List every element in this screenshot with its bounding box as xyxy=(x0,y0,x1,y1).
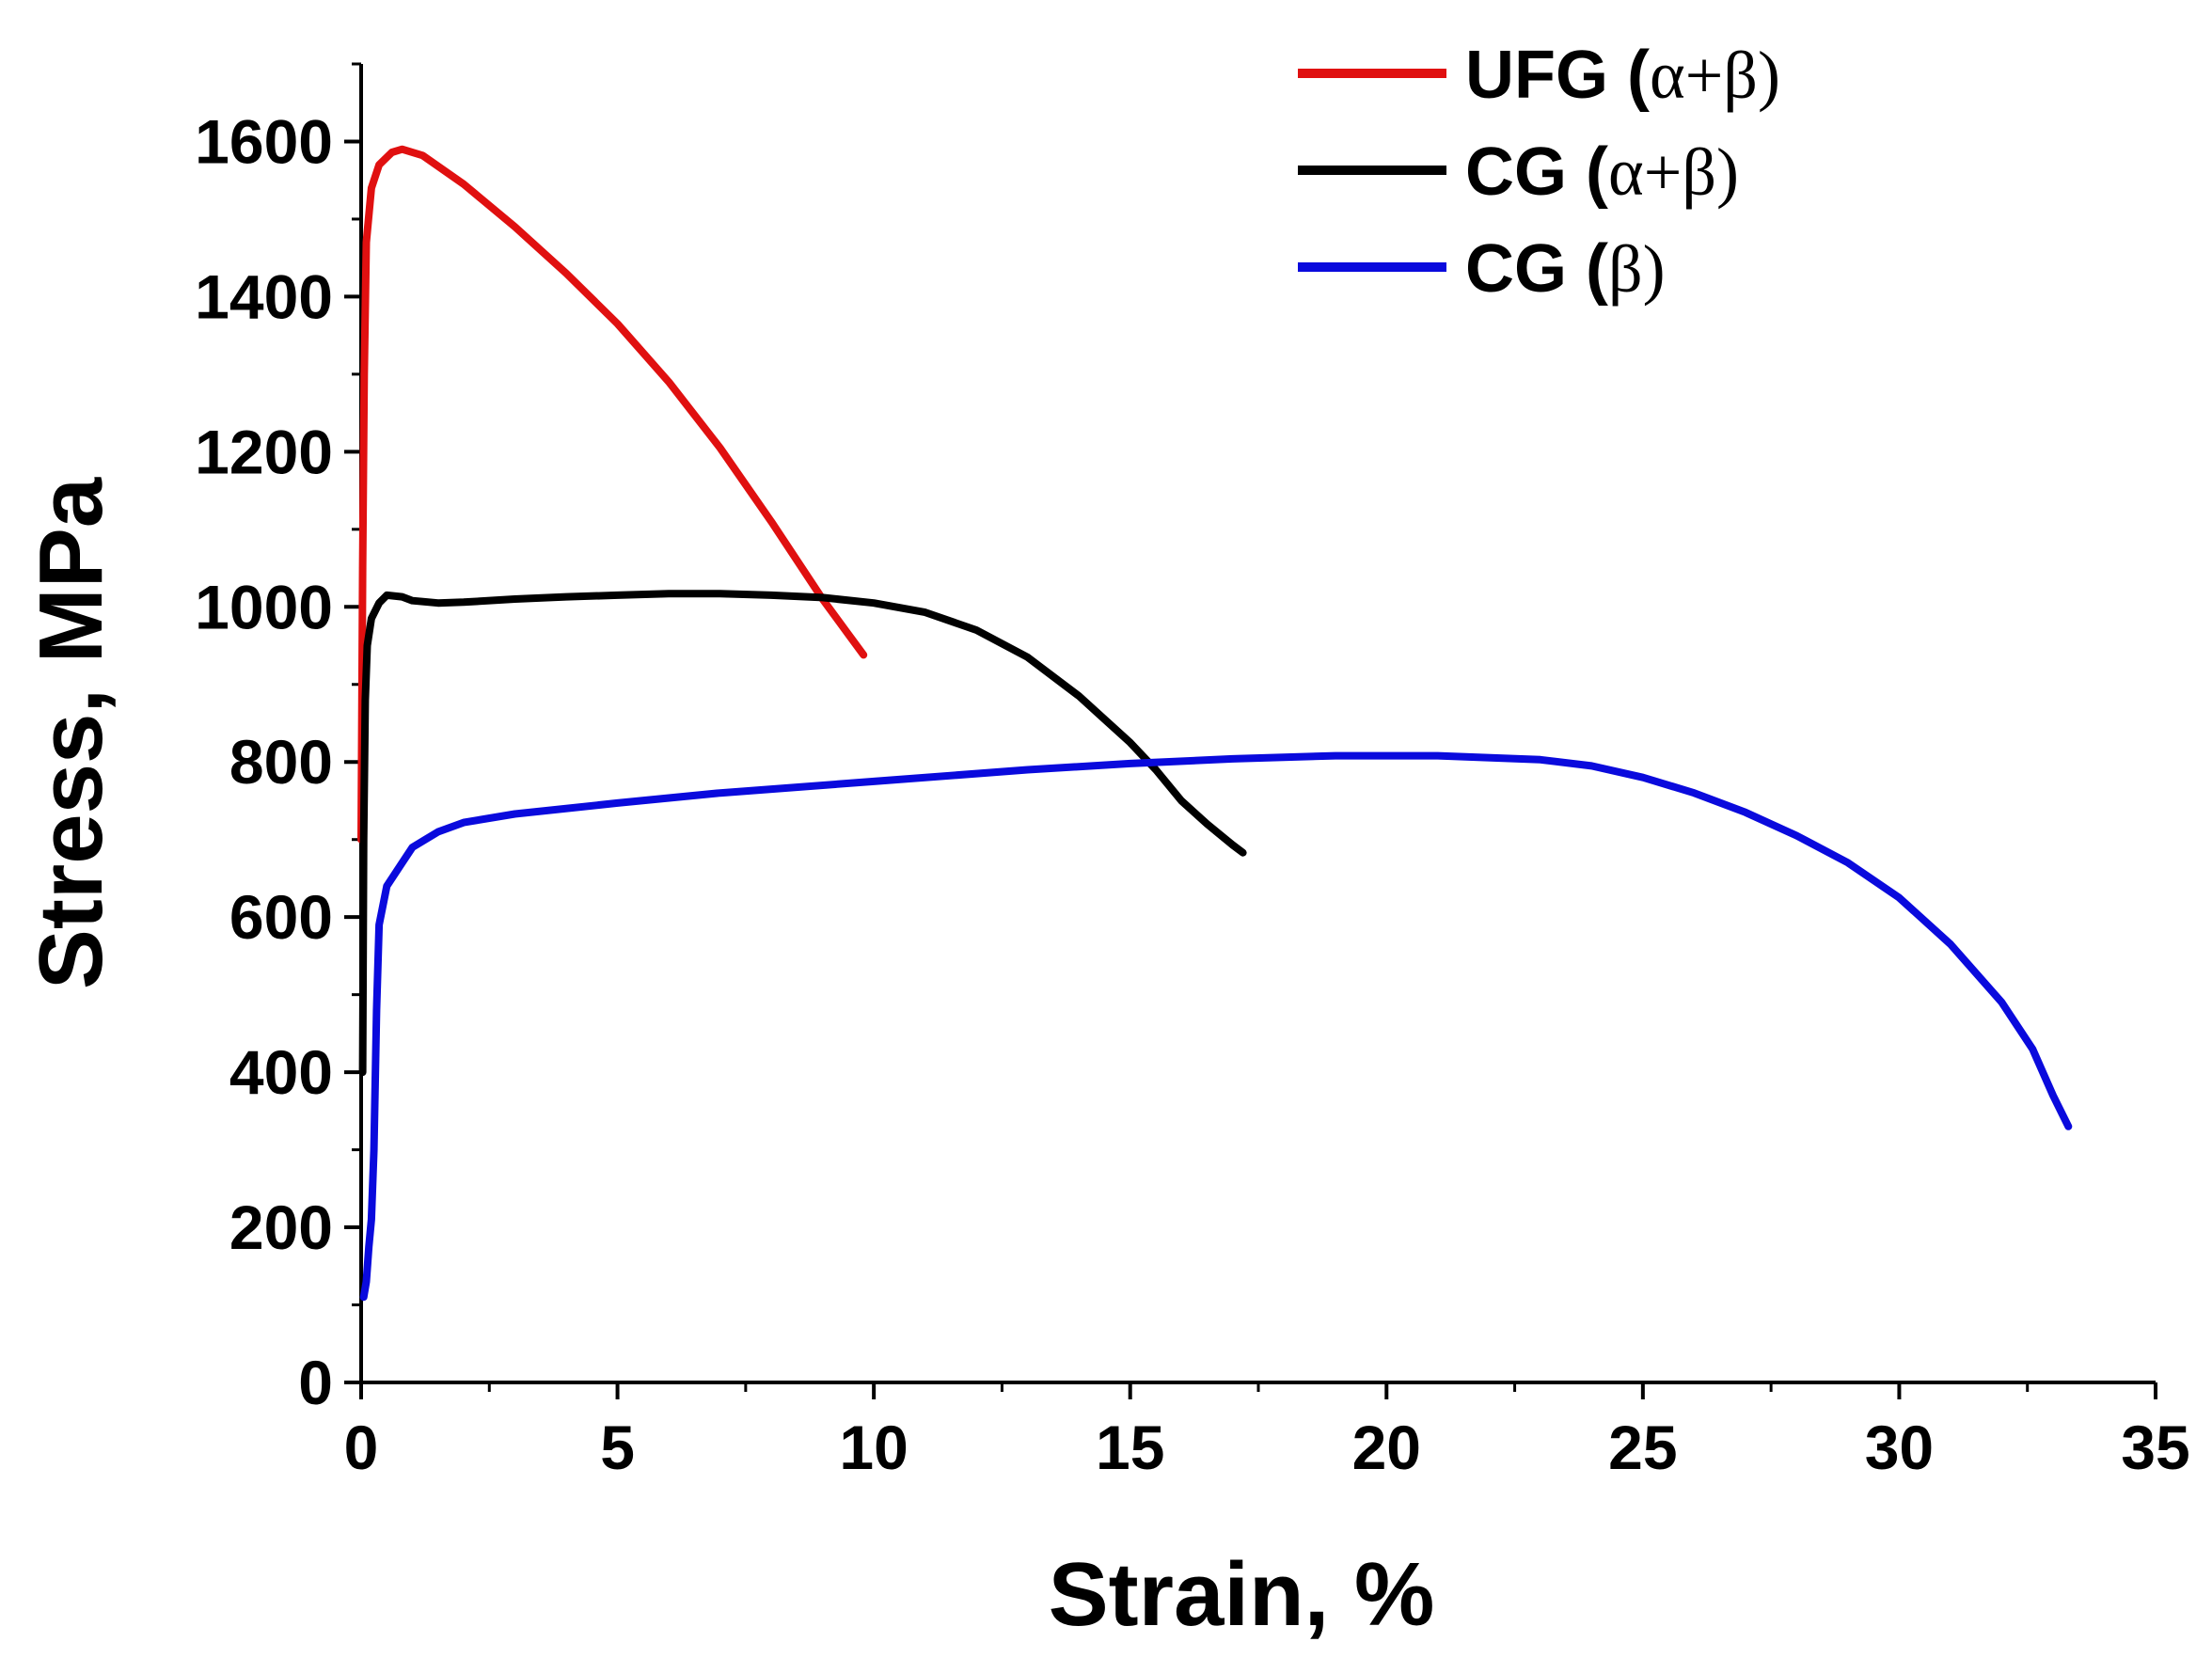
y-tick-label: 1600 xyxy=(195,106,333,176)
y-axis-ticks: 0 200 400 600 800 1000 1200 1400 1600 xyxy=(195,62,361,1417)
y-tick-label: 1200 xyxy=(195,417,333,486)
y-tick-label: 400 xyxy=(229,1037,333,1107)
x-tick-label: 15 xyxy=(1096,1413,1164,1482)
x-tick-label: 35 xyxy=(2121,1413,2189,1482)
x-tick-label: 0 xyxy=(344,1413,379,1482)
y-axis-title: Stress, MPa xyxy=(21,477,121,989)
series-line-3 xyxy=(359,751,2073,1302)
y-tick-label: 800 xyxy=(229,727,333,797)
y-tick-label: 0 xyxy=(298,1348,333,1417)
series-line-2 xyxy=(358,590,1247,1077)
x-tick-label: 25 xyxy=(1608,1413,1677,1482)
x-tick-label: 30 xyxy=(1865,1413,1934,1482)
y-tick-label: 200 xyxy=(229,1192,333,1262)
plot-area xyxy=(357,145,2073,1302)
y-tick-label: 1400 xyxy=(195,261,333,331)
y-tick-label: 1000 xyxy=(195,572,333,641)
x-tick-label: 5 xyxy=(600,1413,635,1482)
y-tick-label: 600 xyxy=(229,882,333,952)
series-line-1 xyxy=(357,145,868,844)
x-tick-label: 10 xyxy=(839,1413,908,1482)
legend-label: UFG (α+β) xyxy=(1465,38,1780,113)
axes xyxy=(359,64,2156,1384)
legend-label: CG (β) xyxy=(1465,231,1666,307)
x-axis-ticks: 0 5 10 15 20 25 30 35 xyxy=(344,1382,2190,1482)
legend: UFG (α+β) CG (α+β) CG (β) xyxy=(1298,38,1780,307)
x-axis-title: Strain, % xyxy=(1049,1544,1435,1645)
legend-label: CG (α+β) xyxy=(1465,134,1739,210)
x-tick-label: 20 xyxy=(1352,1413,1421,1482)
